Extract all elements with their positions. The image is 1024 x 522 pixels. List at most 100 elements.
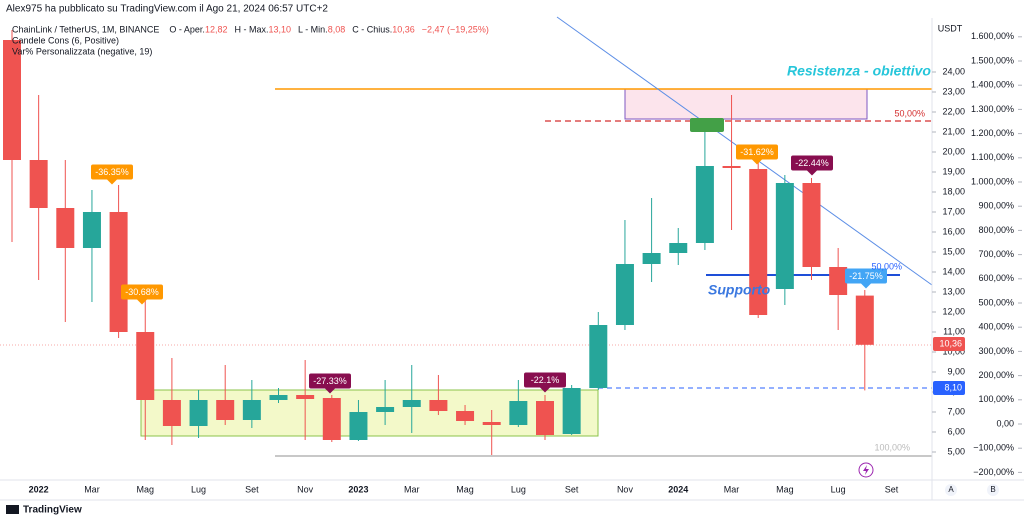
candle-body: [136, 332, 155, 400]
y2-tick-label: 1.500,00%: [971, 55, 1014, 65]
axis-button-label[interactable]: B: [990, 485, 995, 494]
candles: [3, 30, 874, 455]
fib-label: 100,00%: [874, 442, 910, 452]
y2-tick-label: 1.200,00%: [971, 128, 1014, 138]
annotation-pointer: [325, 388, 335, 394]
candle-body: [56, 208, 75, 248]
candle-body: [82, 212, 101, 248]
x-tick-label: Nov: [297, 484, 314, 494]
y2-tick-label: −100,00%: [973, 443, 1014, 453]
y2-tick-label: −200,00%: [973, 467, 1014, 477]
annotation-pointer: [540, 387, 550, 393]
logo: [6, 505, 19, 514]
annotation-pointer: [752, 159, 762, 165]
axes: 5,006,007,008,009,0010,0011,0012,0013,00…: [29, 31, 1022, 494]
annotation-label: -27.33%: [313, 376, 347, 386]
annotation-box: [690, 118, 724, 132]
x-tick-label: 2022: [29, 484, 49, 494]
y-tick-label: 15,00: [942, 246, 965, 256]
annotation-pointer: [861, 283, 871, 289]
y-tick-label: 10,00: [942, 346, 965, 356]
axis-button[interactable]: [945, 484, 957, 496]
candle-body: [829, 267, 848, 295]
price-label: 8,10: [944, 382, 962, 392]
x-tick-label: Set: [885, 484, 899, 494]
x-tick-label: Mar: [404, 484, 420, 494]
candle-body: [216, 400, 235, 420]
y-tick-label: 12,00: [942, 306, 965, 316]
x-tick-label: Nov: [617, 484, 634, 494]
legend-value: 12,82: [205, 24, 228, 34]
annotation-box: [736, 144, 778, 160]
symbol: ChainLink / TetherUS, 1M, BINANCE: [12, 24, 159, 34]
y2-tick-label: 1.400,00%: [971, 80, 1014, 90]
annotation-label: -22.1%: [531, 375, 560, 385]
x-tick-label: Lug: [191, 484, 206, 494]
candle-body: [109, 212, 128, 332]
candle-body: [802, 183, 821, 267]
annotation-label: -36.35%: [95, 167, 129, 177]
legend-value: 10,36: [392, 24, 415, 34]
candle-body: [189, 400, 208, 426]
candle-body: [509, 401, 528, 425]
y2-tick-label: 1.300,00%: [971, 104, 1014, 114]
x-tick-label: Mag: [776, 484, 794, 494]
author-line: Alex975 ha pubblicato su TradingView.com…: [6, 4, 328, 15]
y-tick-label: 24,00: [942, 66, 965, 76]
y2-tick-label: 1.100,00%: [971, 152, 1014, 162]
candle-body: [642, 253, 661, 264]
y2-tick-label: 1.000,00%: [971, 176, 1014, 186]
y-tick-label: 5,00: [947, 446, 965, 456]
annotation-box: [845, 268, 887, 284]
candle-body: [615, 264, 634, 325]
candle-body: [482, 422, 501, 425]
footer: TradingView: [23, 505, 82, 516]
y2-tick-label: 500,00%: [978, 297, 1014, 307]
annotation-pointer: [107, 179, 117, 185]
legend: ChainLink / TetherUS, 1M, BINANCE O - Ape…: [12, 24, 489, 34]
candle-body: [29, 160, 48, 208]
resistance-label: Resistenza - obiettivo: [787, 63, 931, 79]
candle-body: [855, 295, 874, 345]
x-tick-label: Lug: [511, 484, 526, 494]
y2-tick-label: 800,00%: [978, 225, 1014, 235]
candle-body: [589, 325, 608, 388]
y2-tick-label: 0,00: [996, 418, 1014, 428]
x-tick-label: Mag: [136, 484, 154, 494]
indicator: Candele Cons (6, Positive): [12, 35, 119, 45]
fib-label: 50,00%: [894, 108, 925, 118]
y-unit: USDT: [938, 23, 963, 33]
annotation-label: -21.75%: [849, 271, 883, 281]
axis-button-label[interactable]: A: [948, 485, 954, 494]
candle-body: [162, 400, 181, 426]
annotation-box: [121, 284, 163, 300]
candle-body: [349, 412, 368, 440]
indicator: Var% Personalizzata (negative, 19): [12, 46, 152, 56]
axis-button[interactable]: [987, 484, 999, 496]
price-label-box: [933, 381, 965, 395]
legend-label: C - Chius.: [352, 24, 392, 34]
annotation-box: [791, 155, 833, 171]
annotation-label: -22.44%: [795, 158, 829, 168]
target-box: [624, 88, 868, 120]
y-tick-label: 6,00: [947, 426, 965, 436]
legend-label: O - Aper.: [169, 24, 205, 34]
y-tick-label: 14,00: [942, 266, 965, 276]
y-tick-label: 7,00: [947, 406, 965, 416]
annotation-label: -31.62%: [740, 147, 774, 157]
annotation-label: -30.68%: [125, 287, 159, 297]
x-tick-label: Mar: [724, 484, 740, 494]
legend-change: −2,47 (−19,25%): [422, 24, 489, 34]
y-tick-label: 9,00: [947, 366, 965, 376]
candle-body: [456, 411, 475, 421]
y2-tick-label: 900,00%: [978, 201, 1014, 211]
candle-body: [269, 395, 288, 400]
event-icon[interactable]: [858, 462, 874, 478]
candle-body: [749, 169, 768, 315]
y-tick-label: 22,00: [942, 106, 965, 116]
x-tick-label: Lug: [831, 484, 846, 494]
y-tick-label: 20,00: [942, 146, 965, 156]
candle-body: [722, 166, 741, 168]
y-tick-label: 21,00: [942, 126, 965, 136]
annotation-box: [91, 164, 133, 180]
